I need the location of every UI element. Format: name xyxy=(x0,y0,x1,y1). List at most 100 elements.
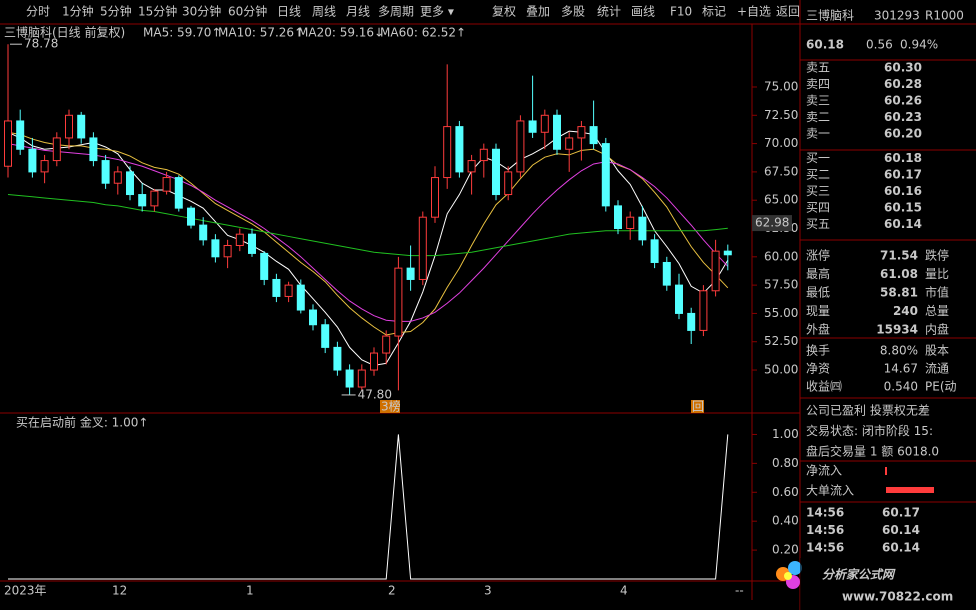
high-mark: 78.78 xyxy=(24,37,58,51)
y-tick-label: 0.80 xyxy=(772,456,799,470)
toolbar-tool[interactable]: 标记 xyxy=(702,5,726,19)
stock-name: 三博脑科 xyxy=(806,8,854,23)
badge-box xyxy=(380,400,400,413)
x-label: -- xyxy=(735,584,744,598)
candle-body xyxy=(187,207,195,226)
badge: 3榜 xyxy=(381,399,401,414)
candle-body xyxy=(394,267,403,337)
candle-body xyxy=(626,216,635,230)
badge: 回 xyxy=(692,400,704,414)
note: 盘后交易量 1 额 6018.0 xyxy=(806,444,939,459)
toolbar-period[interactable]: 15分钟 xyxy=(138,4,177,19)
fin-value: 14.67 xyxy=(884,362,918,376)
stat-label: 最低 xyxy=(806,286,830,300)
book-price: 60.30 xyxy=(884,61,922,75)
book-price: 60.16 xyxy=(884,184,922,198)
toolbar-period[interactable]: 60分钟 xyxy=(228,4,267,19)
candle-body xyxy=(77,114,86,139)
book-price: 60.28 xyxy=(884,77,922,91)
y-tick-label: 0.60 xyxy=(772,485,799,499)
candle-body xyxy=(675,284,683,314)
candle-body xyxy=(638,216,647,241)
watermark-url: www.70822.com xyxy=(842,590,953,604)
book-price: 60.23 xyxy=(884,110,922,124)
y-tick-label: 1.00 xyxy=(772,427,799,441)
legend-entry: MA5: 59.70↑ xyxy=(143,26,221,40)
candle-body xyxy=(467,160,476,173)
candle-body xyxy=(516,120,525,173)
candle-body xyxy=(272,278,281,297)
candle-body xyxy=(370,352,378,371)
toolbar-period[interactable]: 分时 xyxy=(26,5,50,19)
candle-body xyxy=(601,143,610,207)
stat-right: 内盘 xyxy=(925,322,949,337)
book-label: 卖三 xyxy=(806,94,830,108)
candle-body xyxy=(528,120,537,133)
book-label: 卖四 xyxy=(806,77,830,91)
flow-bar xyxy=(885,467,887,475)
fin-label: 收益㈣ xyxy=(806,380,842,394)
flow-label: 大单流入 xyxy=(806,484,854,498)
toolbar-tool[interactable]: 复权 xyxy=(492,5,516,19)
candle-body xyxy=(662,261,671,286)
book-label: 买四 xyxy=(806,201,830,215)
y-tick-label: 55.00 xyxy=(764,306,798,320)
change: 0.56 xyxy=(866,38,893,52)
candle-body xyxy=(28,148,37,173)
indicator-title: 买在启动前 金叉: 1.00↑ xyxy=(16,415,148,430)
toolbar-tool[interactable]: 多股 xyxy=(561,5,585,19)
toolbar-period[interactable]: 1分钟 xyxy=(62,4,94,19)
candle-body xyxy=(52,137,61,162)
y-tick-label: 75.00 xyxy=(764,79,798,93)
tick-price: 60.17 xyxy=(882,506,920,520)
candle-body xyxy=(687,312,696,331)
book-label: 卖五 xyxy=(806,61,830,75)
candle-body xyxy=(260,252,269,280)
watermark-bg xyxy=(800,558,976,610)
toolbar-tool[interactable]: +自选 xyxy=(737,5,771,19)
toolbar-tool[interactable]: 统计 xyxy=(597,5,621,19)
toolbar-tool[interactable]: F10 xyxy=(670,5,692,19)
y-tick-label: 0.40 xyxy=(772,514,799,528)
candle-body xyxy=(321,324,330,348)
book-price: 60.17 xyxy=(884,168,922,182)
toolbar-tool[interactable]: 画线 xyxy=(631,5,655,19)
toolbar-period[interactable]: 周线 xyxy=(312,5,336,19)
toolbar-period[interactable]: 30分钟 xyxy=(182,4,221,19)
candle-body xyxy=(711,250,720,292)
fin-right: 股本 xyxy=(925,344,949,358)
x-label: 2 xyxy=(388,584,396,598)
toolbar-tool[interactable]: 返回 xyxy=(776,5,800,19)
candle-body xyxy=(723,250,732,256)
y-tick-label: 65.00 xyxy=(764,193,798,207)
fin-right: 流通 xyxy=(925,362,949,376)
stat-value: 15934 xyxy=(876,323,918,337)
indicator-line xyxy=(8,434,729,580)
candle-body xyxy=(357,369,366,388)
flow-bar xyxy=(886,487,934,493)
toolbar-period[interactable]: 月线 xyxy=(346,5,370,19)
candle-body xyxy=(345,369,354,388)
candle-body xyxy=(174,177,183,209)
candle-body xyxy=(16,120,25,150)
y-tick-label: 67.50 xyxy=(764,164,798,178)
book-label: 买三 xyxy=(806,184,830,198)
note: 交易状态: 闭市阶段 15: xyxy=(806,423,933,438)
toolbar-period[interactable]: 更多 ▾ xyxy=(420,5,454,19)
tick-price: 60.14 xyxy=(882,541,920,555)
toolbar-period[interactable]: 日线 xyxy=(277,5,301,19)
toolbar-tool[interactable]: 叠加 xyxy=(526,5,550,19)
stat-right: 市值 xyxy=(925,285,949,300)
stock-tag: R1000 xyxy=(925,9,964,23)
toolbar-period[interactable]: 5分钟 xyxy=(100,4,132,19)
stat-value: 240 xyxy=(893,304,918,318)
candle-body xyxy=(540,114,549,133)
stat-value: 58.81 xyxy=(880,286,918,300)
stat-label: 外盘 xyxy=(806,322,830,337)
fin-right: PE(动 xyxy=(925,380,957,394)
y-tick-label: 0.20 xyxy=(772,543,799,557)
stat-label: 涨停 xyxy=(806,248,830,263)
tick-price: 60.14 xyxy=(882,523,920,537)
candle-body xyxy=(101,160,110,184)
toolbar-period[interactable]: 多周期 xyxy=(378,5,414,19)
